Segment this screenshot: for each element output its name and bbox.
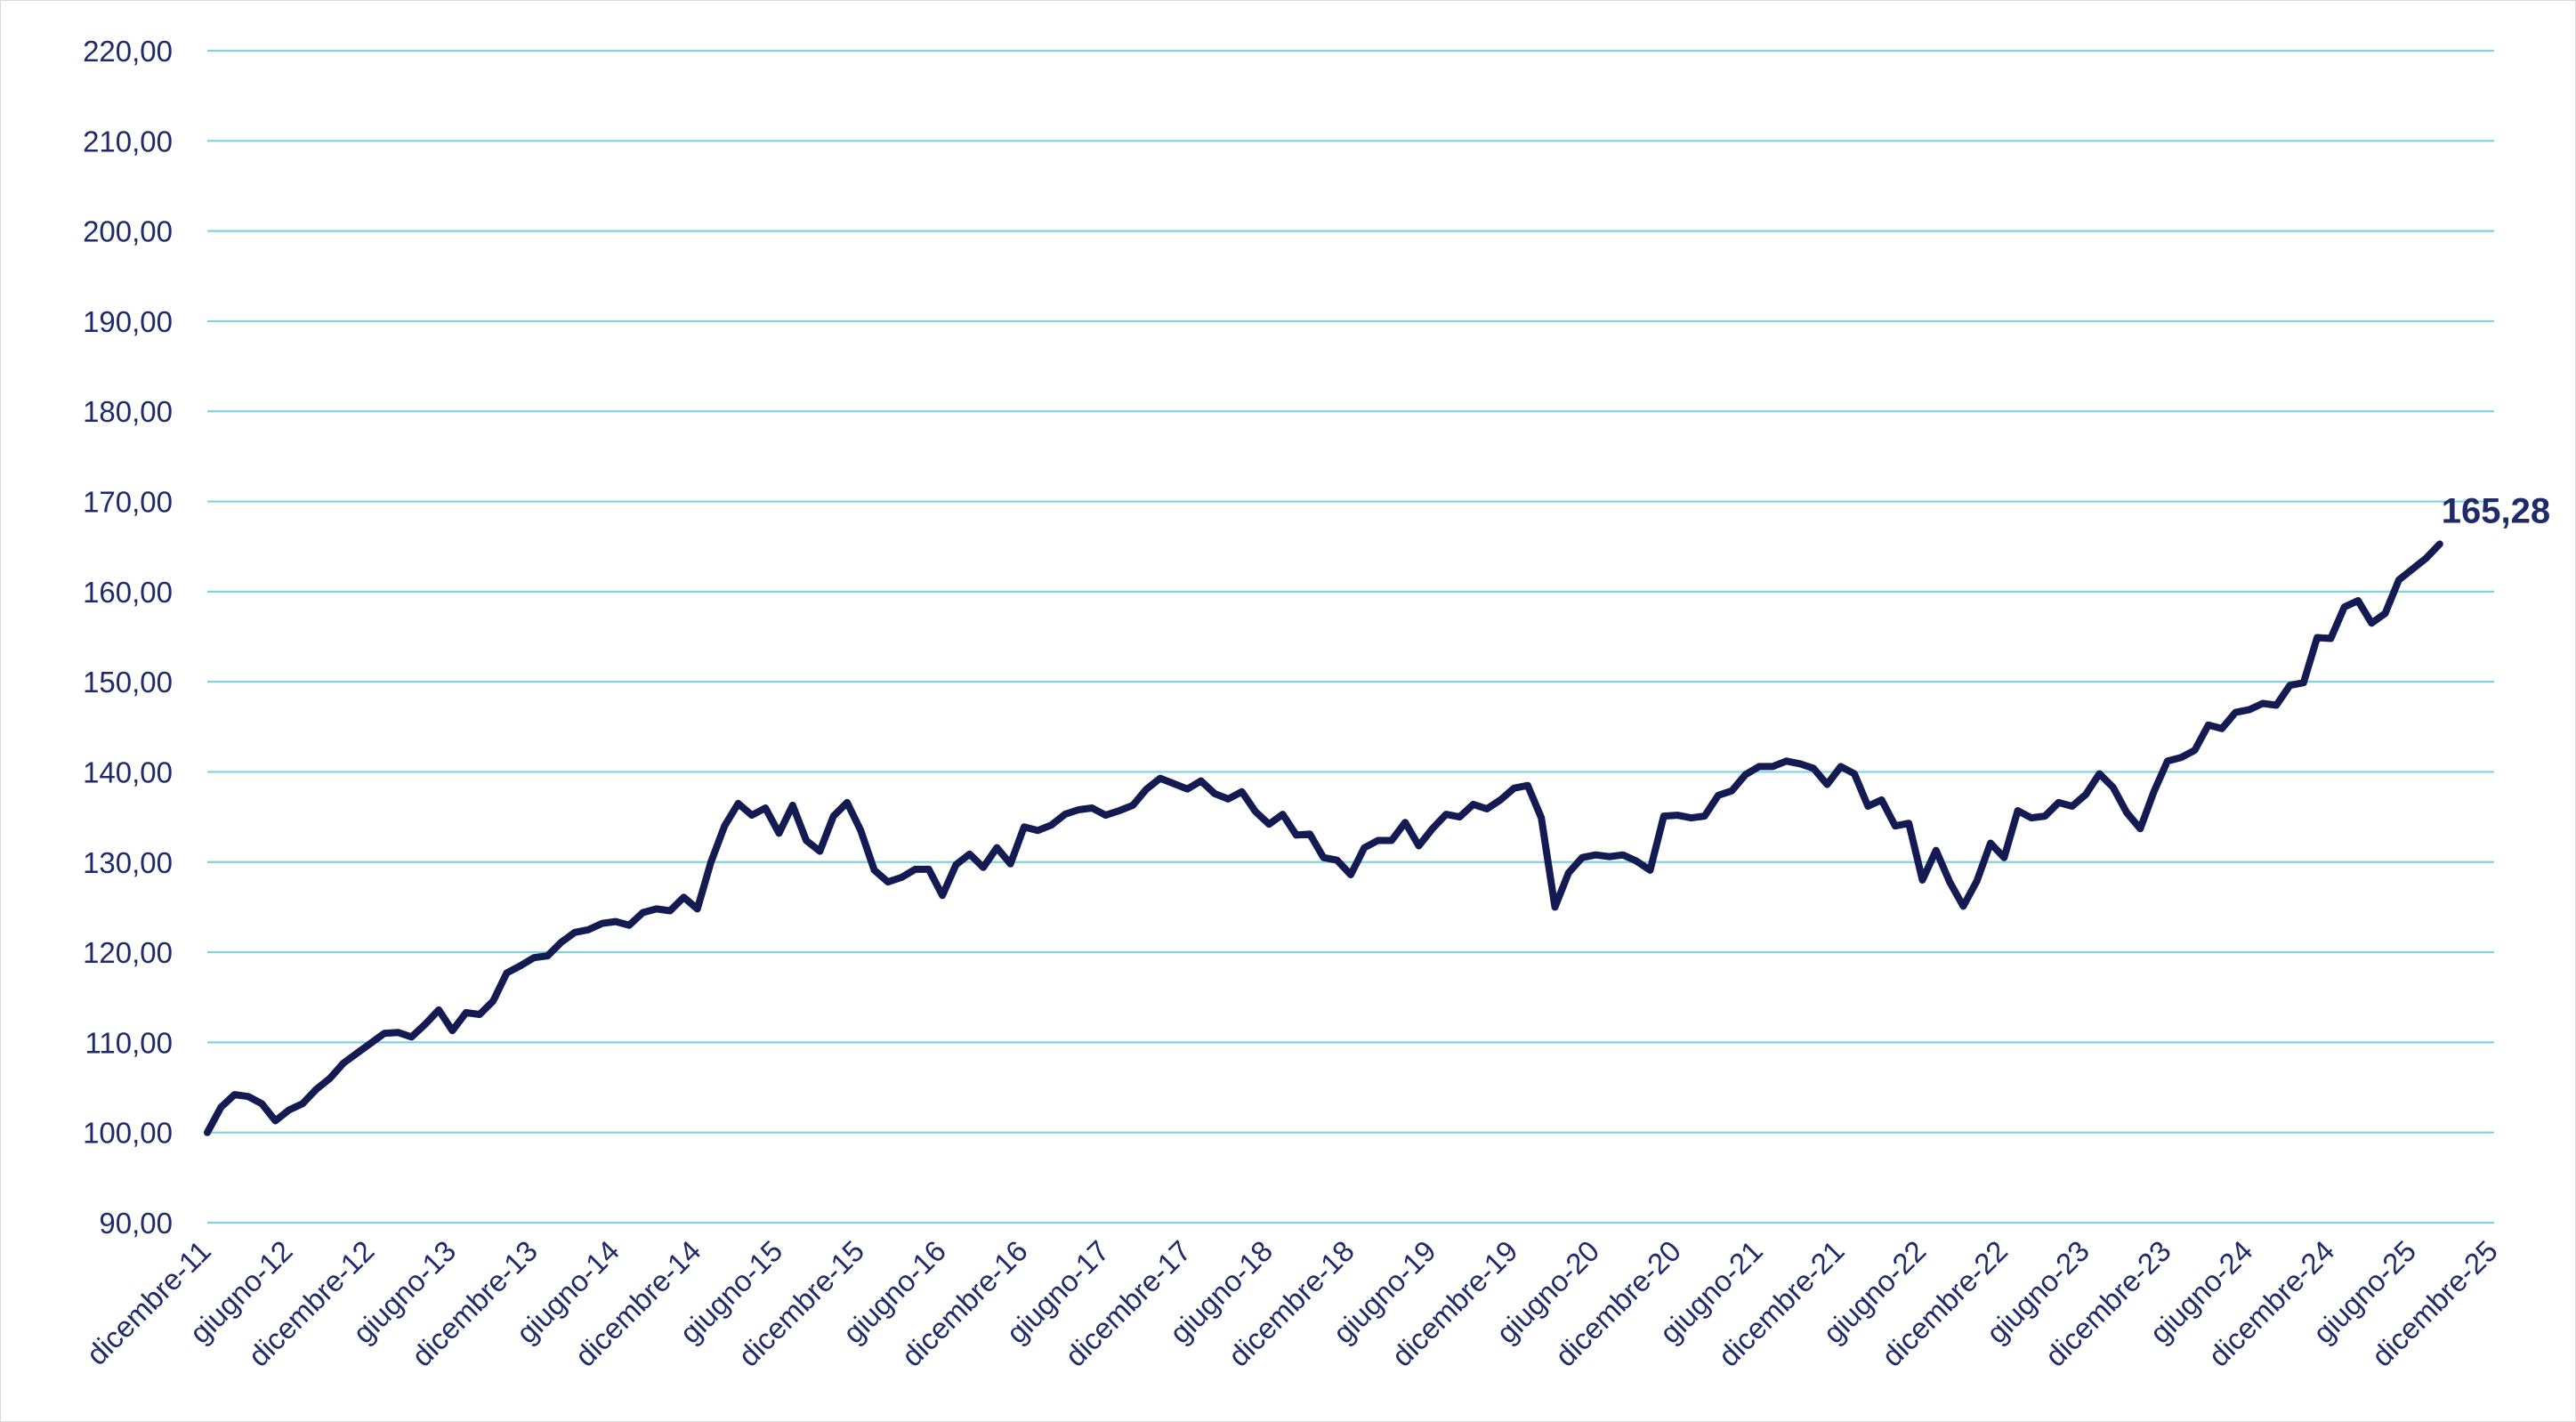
- last-value-label: 165,28: [2442, 491, 2550, 530]
- y-tick-label: 190,00: [83, 305, 173, 338]
- x-tick-label: dicembre-11: [80, 1234, 217, 1371]
- y-axis-tick-labels: 90,00 100,00 110,00 120,00 130,00 140,00 150,0…: [83, 35, 173, 1240]
- y-tick-label: 140,00: [83, 755, 173, 788]
- y-tick-label: 180,00: [83, 395, 173, 428]
- y-tick-label: 90,00: [99, 1207, 173, 1240]
- y-tick-label: 110,00: [85, 1026, 173, 1059]
- series-layer: [204, 540, 2443, 1136]
- y-tick-label: 130,00: [83, 846, 173, 879]
- gridlines: [207, 49, 2494, 1224]
- y-tick-label: 170,00: [83, 486, 173, 519]
- y-tick-label: 220,00: [83, 35, 173, 68]
- y-tick-label: 210,00: [83, 125, 173, 158]
- y-tick-label: 100,00: [83, 1117, 173, 1150]
- series-line: [204, 540, 2443, 1136]
- y-tick-label: 160,00: [83, 576, 173, 609]
- y-tick-label: 200,00: [83, 215, 173, 248]
- y-tick-label: 150,00: [83, 666, 173, 699]
- y-tick-label: 120,00: [83, 936, 173, 969]
- x-axis-tick-labels: dicembre-11giugno-12dicembre-12giugno-13…: [80, 1234, 2504, 1373]
